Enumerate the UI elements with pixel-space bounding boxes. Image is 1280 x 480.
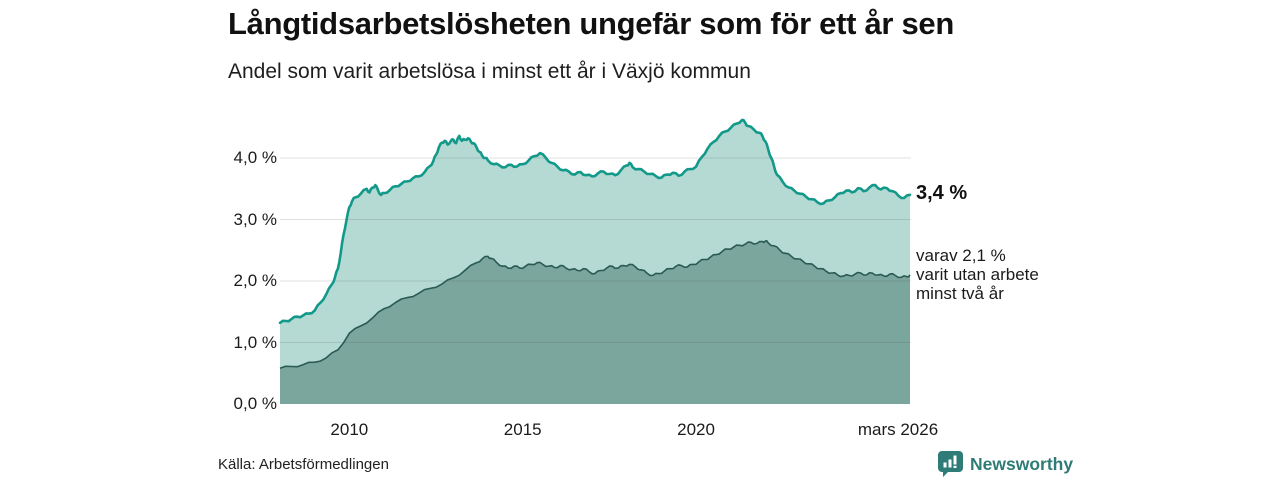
- series-secondary-label-line: minst två år: [916, 284, 1004, 303]
- y-tick-label: 0,0 %: [233, 394, 277, 413]
- x-tick-label: 2020: [677, 420, 715, 439]
- newsworthy-wordmark: Newsworthy: [970, 453, 1074, 474]
- y-tick-label: 1,0 %: [233, 332, 277, 352]
- y-tick-label: 2,0 %: [233, 271, 277, 290]
- series-secondary-label-line: varit utan arbete: [916, 265, 1039, 284]
- bar-chart-bubble-icon: [938, 451, 963, 477]
- series-secondary-label: varav 2,1 % varit utan arbete minst två år: [916, 246, 1039, 303]
- chart-subtitle: Andel som varit arbetslösa i minst ett å…: [228, 60, 751, 83]
- line-total-unemployed: [278, 118, 912, 325]
- y-tick-label: 4,0 %: [233, 148, 277, 167]
- line-two-year-unemployed: [279, 240, 911, 370]
- newsworthy-logo: Newsworthy: [938, 451, 1073, 477]
- x-tick-label: 2010: [330, 420, 369, 439]
- y-tick-label: 3,0 %: [233, 209, 277, 229]
- series-secondary-label-line: varav 2,1 %: [916, 246, 1006, 265]
- area-two-year-unemployed: [280, 240, 910, 404]
- x-tick-label: mars 2026: [857, 420, 939, 439]
- chart-title: Långtidsarbetslösheten ungefär som för e…: [228, 6, 955, 41]
- series-end-value-label: 3,4 %: [916, 182, 968, 204]
- source-note: Källa: Arbetsförmedlingen: [218, 456, 389, 473]
- x-tick-label: 2015: [503, 420, 542, 439]
